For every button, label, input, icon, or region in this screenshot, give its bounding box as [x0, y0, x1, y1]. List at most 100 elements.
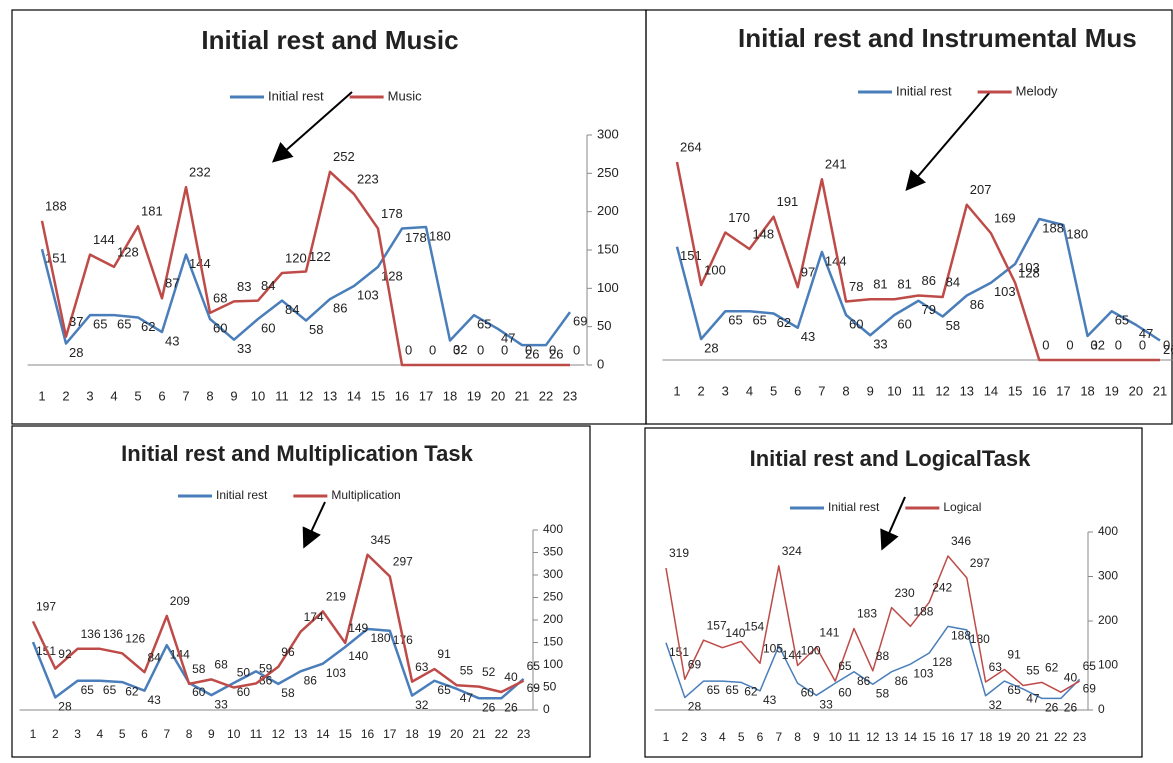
- series-line: [40, 225, 572, 347]
- data-label: 26: [1064, 701, 1078, 715]
- panel: [644, 427, 1143, 758]
- data-label: 60: [838, 685, 852, 699]
- data-label: 223: [357, 171, 379, 186]
- data-label: 91: [437, 647, 451, 661]
- series-line: [665, 555, 1080, 693]
- x-tick-label: 6: [158, 388, 165, 403]
- data-label: 103: [913, 666, 933, 680]
- x-tick-label: 13: [960, 383, 974, 398]
- data-label: 324: [782, 544, 802, 558]
- x-tick-label: 11: [848, 730, 861, 744]
- data-label: 40: [504, 670, 518, 684]
- x-tick-label: 18: [405, 727, 419, 741]
- x-tick-label: 17: [1056, 383, 1070, 398]
- data-label: 26: [482, 700, 496, 714]
- data-label: 0: [1091, 337, 1098, 352]
- data-label: 0: [405, 342, 412, 357]
- y-tick-label: 200: [543, 612, 563, 626]
- x-tick-label: 3: [86, 388, 93, 403]
- data-label: 86: [304, 673, 318, 687]
- data-label: 0: [525, 342, 532, 357]
- data-label: 157: [707, 618, 727, 632]
- data-label: 209: [170, 594, 190, 608]
- x-tick-label: 14: [904, 730, 918, 744]
- series-line: [31, 553, 525, 694]
- x-tick-label: 18: [979, 730, 993, 744]
- x-tick-label: 11: [275, 388, 289, 403]
- x-tick-label: 2: [681, 730, 688, 744]
- series-line: [665, 625, 1081, 700]
- data-label: 188: [951, 629, 971, 643]
- data-label: 0: [549, 342, 556, 357]
- data-label: 47: [501, 330, 515, 345]
- data-label: 58: [309, 322, 323, 337]
- x-tick-label: 13: [294, 727, 308, 741]
- data-label: 183: [857, 607, 877, 621]
- data-label: 86: [922, 273, 936, 288]
- legend-label: Music: [388, 88, 422, 103]
- data-label: 65: [437, 683, 451, 697]
- x-tick-label: 16: [941, 730, 955, 744]
- x-tick-label: 7: [182, 388, 189, 403]
- legend-label: Initial rest: [216, 488, 268, 502]
- data-label: 63: [989, 660, 1003, 674]
- data-label: 148: [752, 226, 774, 241]
- data-label: 62: [777, 315, 791, 330]
- data-label: 79: [922, 302, 936, 317]
- data-label: 65: [838, 659, 852, 673]
- x-tick-label: 19: [998, 730, 1012, 744]
- y-tick-label: 200: [1098, 613, 1118, 627]
- x-tick-label: 8: [186, 727, 193, 741]
- data-label: 207: [970, 182, 992, 197]
- data-label: 136: [81, 627, 101, 641]
- data-label: 65: [93, 317, 107, 332]
- data-label: 241: [825, 157, 847, 172]
- data-label: 65: [728, 313, 742, 328]
- data-label: 242: [932, 580, 952, 594]
- data-label: 180: [429, 228, 451, 243]
- x-tick-label: 19: [428, 727, 442, 741]
- data-label: 86: [333, 301, 347, 316]
- data-label: 65: [117, 317, 131, 332]
- x-tick-label: 22: [539, 388, 553, 403]
- data-label: 144: [93, 232, 115, 247]
- data-label: 144: [782, 648, 802, 662]
- x-tick-label: 7: [818, 383, 825, 398]
- x-tick-label: 20: [1129, 383, 1143, 398]
- data-label: 37: [69, 314, 83, 329]
- x-tick-label: 4: [110, 388, 117, 403]
- data-label: 65: [1083, 659, 1097, 673]
- data-label: 83: [237, 279, 251, 294]
- data-label: 178: [405, 230, 427, 245]
- data-label: 297: [970, 556, 990, 570]
- x-tick-label: 17: [419, 388, 433, 403]
- x-tick-label: 13: [323, 388, 337, 403]
- data-label: 47: [1139, 326, 1153, 341]
- data-label: 32: [415, 698, 429, 712]
- data-label: 88: [876, 649, 890, 663]
- data-label: 28: [69, 345, 83, 360]
- data-label: 319: [669, 546, 689, 560]
- data-label: 26: [525, 347, 539, 362]
- data-label: 232: [189, 165, 211, 180]
- data-label: 65: [752, 313, 766, 328]
- data-label: 58: [946, 318, 960, 333]
- x-tick-label: 23: [517, 727, 531, 741]
- data-label: 81: [873, 277, 887, 292]
- x-tick-label: 1: [663, 730, 670, 744]
- x-tick-label: 20: [491, 388, 505, 403]
- data-label: 180: [970, 632, 990, 646]
- x-tick-label: 9: [230, 388, 237, 403]
- x-tick-label: 4: [97, 727, 104, 741]
- data-label: 62: [141, 319, 155, 334]
- data-label: 141: [819, 625, 839, 639]
- data-label: 91: [1007, 648, 1021, 662]
- arrow: [302, 501, 326, 549]
- x-tick-label: 19: [467, 388, 481, 403]
- y-tick-label: 300: [543, 567, 563, 581]
- y-tick-label: 0: [597, 356, 604, 371]
- x-tick-label: 23: [563, 388, 577, 403]
- data-label: 65: [1007, 683, 1021, 697]
- x-tick-label: 9: [813, 730, 820, 744]
